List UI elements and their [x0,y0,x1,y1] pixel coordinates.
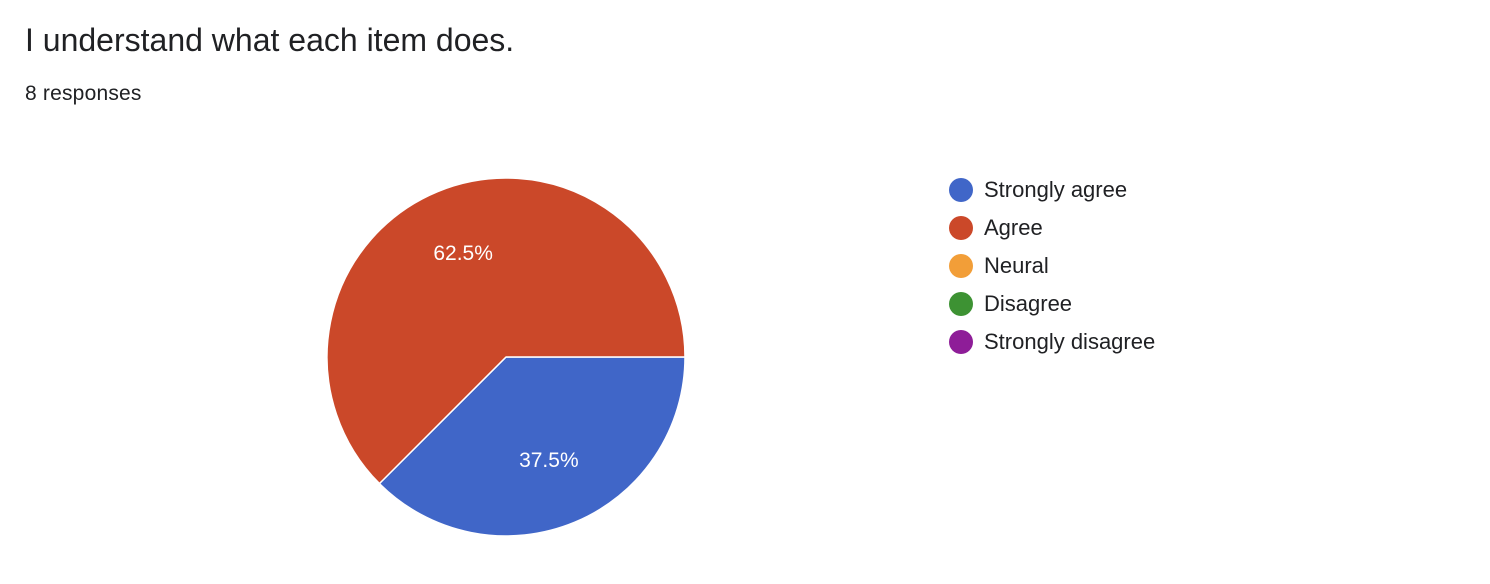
legend-label: Neural [984,253,1049,278]
pie-slice-strongly-agree[interactable] [378,356,686,537]
legend-swatch-icon [949,178,973,202]
legend-label: Strongly disagree [984,329,1156,354]
chart-legend: Strongly agree Agree Neural Disagree Strongl… [949,171,1155,361]
legend-item-strongly-agree[interactable]: Strongly agree [949,171,1155,209]
legend-label: Strongly agree [984,177,1128,202]
legend-label: Agree [984,215,1043,240]
slice-label-agree: 62.5% [433,242,493,265]
slice-label-strongly-agree: 37.5% [519,449,579,472]
legend-label: Disagree [984,291,1073,316]
legend-item-neural[interactable]: Neural [949,247,1155,285]
legend-item-strongly-disagree[interactable]: Strongly disagree [949,323,1155,361]
legend-swatch-icon [949,254,973,278]
legend-swatch-icon [949,292,973,316]
question-title: I understand what each item does. [25,22,515,58]
legend-swatch-icon [949,330,973,354]
pie-slice-labels: 37.5% 62.5% [433,242,578,472]
response-count: 8 responses [25,82,142,105]
pie-slice-agree[interactable] [326,177,686,485]
legend-item-disagree[interactable]: Disagree [949,285,1155,323]
legend-swatch-icon [949,216,973,240]
pie-slices [326,177,686,537]
legend-item-agree[interactable]: Agree [949,209,1155,247]
